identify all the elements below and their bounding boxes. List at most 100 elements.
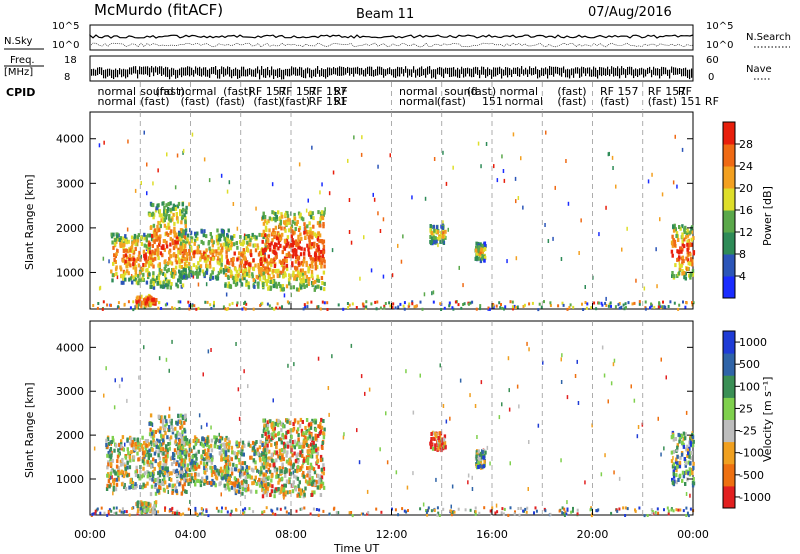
- data-cell: [264, 490, 267, 495]
- data-cell: [312, 467, 316, 472]
- data-cell: [685, 410, 688, 415]
- data-cell: [207, 240, 211, 244]
- data-cell: [287, 241, 290, 246]
- freq-mark: [187, 66, 189, 76]
- data-cell: [183, 420, 186, 425]
- data-cell: [487, 306, 490, 310]
- colorbar-tick-label: 16: [739, 204, 753, 217]
- data-cell: [194, 509, 197, 513]
- data-cell: [142, 298, 146, 303]
- data-cell: [245, 483, 248, 488]
- freq-mark: [143, 66, 145, 75]
- data-cell: [601, 303, 604, 307]
- data-cell: [180, 442, 184, 447]
- data-cell: [443, 234, 446, 239]
- data-cell: [322, 432, 326, 437]
- data-cell: [92, 512, 95, 516]
- data-cell: [438, 514, 441, 517]
- data-cell: [287, 228, 291, 233]
- data-cell: [311, 476, 314, 480]
- data-cell: [218, 261, 221, 266]
- data-cell: [209, 232, 212, 236]
- data-cell: [185, 490, 188, 494]
- data-cell: [141, 459, 145, 464]
- data-cell: [198, 271, 201, 276]
- data-cell: [301, 464, 304, 469]
- data-cell: [477, 449, 480, 454]
- data-cell: [129, 276, 133, 281]
- data-cell: [360, 152, 363, 157]
- cpid-mode-label: (fast): [281, 95, 310, 108]
- data-cell: [297, 257, 300, 261]
- data-cell: [164, 462, 167, 467]
- data-cell: [165, 240, 168, 245]
- data-cell: [266, 279, 270, 283]
- data-cell: [206, 436, 209, 441]
- data-cell: [168, 419, 172, 424]
- data-cell: [478, 456, 481, 461]
- data-cell: [285, 263, 289, 268]
- y-tick-label: 2000: [56, 222, 84, 235]
- data-cell: [561, 511, 564, 515]
- data-cell: [272, 268, 275, 273]
- colorbar-swatch: [723, 276, 735, 299]
- data-cell: [274, 230, 277, 235]
- data-cell: [256, 468, 259, 473]
- data-cell: [169, 207, 172, 212]
- data-cell: [174, 239, 177, 244]
- data-cell: [295, 252, 298, 257]
- data-cell: [430, 239, 433, 244]
- data-cell: [262, 429, 266, 434]
- data-cell: [216, 228, 219, 233]
- data-cell: [591, 423, 593, 428]
- data-cell: [453, 510, 456, 514]
- data-cell: [286, 214, 290, 219]
- data-cell: [560, 357, 562, 362]
- freq-mark: [213, 67, 215, 74]
- data-cell: [313, 470, 317, 475]
- data-cell: [296, 220, 299, 224]
- data-cell: [670, 249, 674, 254]
- data-cell: [281, 260, 284, 265]
- data-cell: [178, 511, 181, 515]
- data-cell: [260, 272, 263, 277]
- data-cell: [322, 471, 325, 476]
- freq-mark: [123, 68, 125, 77]
- data-cell: [323, 301, 326, 305]
- data-cell: [184, 478, 187, 483]
- data-cell: [683, 436, 687, 441]
- data-cell: [626, 507, 629, 511]
- data-cell: [271, 422, 274, 427]
- data-cell: [264, 458, 268, 463]
- data-cell: [474, 510, 477, 514]
- data-cell: [226, 284, 230, 289]
- data-cell: [671, 253, 674, 258]
- cpid-mode-label: RF 157: [248, 85, 286, 98]
- freq-mark: [601, 67, 603, 77]
- data-cell: [112, 438, 115, 443]
- data-cell: [174, 254, 178, 259]
- data-cell: [153, 231, 156, 236]
- data-cell: [307, 235, 310, 240]
- data-cell: [271, 509, 274, 513]
- data-cell: [691, 301, 693, 305]
- freq-mark: [683, 68, 685, 77]
- data-cell: [127, 139, 129, 144]
- data-cell: [309, 425, 313, 430]
- freq-mark: [317, 66, 319, 74]
- data-cell: [211, 270, 214, 275]
- data-cell: [183, 249, 186, 254]
- data-cell: [264, 483, 267, 488]
- data-cell: [618, 476, 621, 481]
- station-title: McMurdo (fitACF): [94, 1, 223, 19]
- data-cell: [531, 301, 534, 305]
- data-cell: [251, 440, 255, 445]
- data-cell: [689, 493, 691, 498]
- data-cell: [308, 434, 311, 439]
- data-cell: [308, 474, 312, 479]
- data-cell: [288, 281, 291, 286]
- freq-mark: [185, 67, 187, 76]
- data-cell: [200, 252, 203, 257]
- data-cell: [258, 477, 261, 482]
- data-cell: [153, 228, 157, 233]
